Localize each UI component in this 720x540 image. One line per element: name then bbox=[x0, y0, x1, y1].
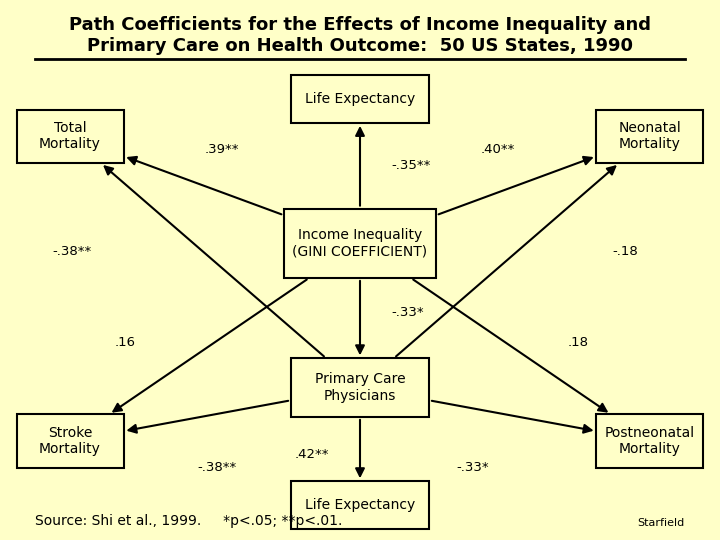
Text: .18: .18 bbox=[567, 336, 588, 349]
Text: Starfield: Starfield bbox=[637, 518, 685, 528]
FancyBboxPatch shape bbox=[291, 75, 429, 123]
FancyBboxPatch shape bbox=[284, 208, 436, 278]
Text: .16: .16 bbox=[114, 336, 135, 349]
Text: Source: Shi et al., 1999.     *p<.05; **p<.01.: Source: Shi et al., 1999. *p<.05; **p<.0… bbox=[35, 514, 343, 528]
Text: Life Expectancy: Life Expectancy bbox=[305, 498, 415, 512]
Text: -.18: -.18 bbox=[612, 245, 638, 258]
Text: Stroke
Mortality: Stroke Mortality bbox=[39, 426, 101, 456]
FancyBboxPatch shape bbox=[17, 414, 124, 468]
Text: Neonatal
Mortality: Neonatal Mortality bbox=[618, 122, 681, 152]
Text: -.35**: -.35** bbox=[391, 159, 431, 172]
Text: Total
Mortality: Total Mortality bbox=[39, 122, 101, 152]
Text: Primary Care
Physicians: Primary Care Physicians bbox=[315, 373, 405, 403]
Text: -.38**: -.38** bbox=[198, 461, 237, 474]
Text: -.33*: -.33* bbox=[391, 306, 423, 319]
FancyBboxPatch shape bbox=[291, 358, 429, 417]
FancyBboxPatch shape bbox=[596, 110, 703, 163]
Text: Income Inequality
(GINI COEFFICIENT): Income Inequality (GINI COEFFICIENT) bbox=[292, 228, 428, 258]
FancyBboxPatch shape bbox=[17, 110, 124, 163]
Text: Postneonatal
Mortality: Postneonatal Mortality bbox=[605, 426, 695, 456]
Text: Path Coefficients for the Effects of Income Inequality and
Primary Care on Healt: Path Coefficients for the Effects of Inc… bbox=[69, 16, 651, 55]
Text: -.38**: -.38** bbox=[53, 245, 92, 258]
Text: .40**: .40** bbox=[481, 143, 516, 156]
Text: .42**: .42** bbox=[294, 448, 329, 461]
Text: Life Expectancy: Life Expectancy bbox=[305, 92, 415, 106]
Text: -.33*: -.33* bbox=[456, 461, 490, 474]
FancyBboxPatch shape bbox=[291, 481, 429, 529]
FancyBboxPatch shape bbox=[596, 414, 703, 468]
Text: .39**: .39** bbox=[204, 143, 239, 156]
